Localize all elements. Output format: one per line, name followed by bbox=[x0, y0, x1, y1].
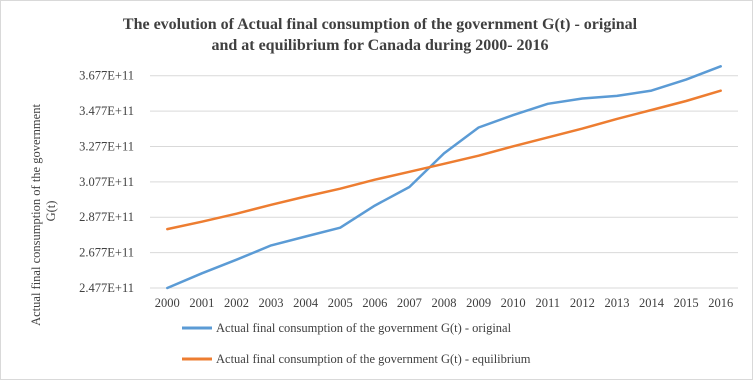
x-tick-label: 2010 bbox=[501, 296, 526, 310]
x-tick-label: 2012 bbox=[570, 296, 595, 310]
x-tick-label: 2000 bbox=[155, 296, 180, 310]
y-axis-ticks: 2.477E+11 2.677E+11 2.877E+11 3.077E+11 3.27… bbox=[79, 69, 134, 295]
y-axis-label-line-2: G(t) bbox=[44, 201, 58, 222]
gridlines bbox=[150, 75, 738, 289]
x-tick-label: 2008 bbox=[432, 296, 457, 310]
x-tick-label: 2009 bbox=[466, 296, 491, 310]
x-axis-ticks: 2000 2001 2002 2003 2004 2005 2006 2007 2008 2009… bbox=[155, 296, 733, 310]
legend: Actual final consumption of the governme… bbox=[182, 321, 531, 366]
y-tick-label: 3.677E+11 bbox=[79, 69, 134, 83]
series-lines bbox=[166, 65, 722, 290]
x-tick-label: 2016 bbox=[708, 296, 733, 310]
y-tick-label: 2.877E+11 bbox=[79, 210, 134, 224]
x-tick-label: 2005 bbox=[328, 296, 353, 310]
legend-label-equilibrium: Actual final consumption of the governme… bbox=[216, 352, 531, 366]
y-tick-label: 3.477E+11 bbox=[79, 104, 134, 118]
x-tick-label: 2004 bbox=[293, 296, 319, 310]
legend-label-original: Actual final consumption of the governme… bbox=[216, 321, 512, 335]
x-tick-label: 2014 bbox=[639, 296, 665, 310]
y-axis-label-line-1: Actual final consumption of the governme… bbox=[29, 104, 43, 326]
chart-title-line-1: The evolution of Actual final consumptio… bbox=[122, 16, 638, 33]
y-tick-label: 2.477E+11 bbox=[79, 281, 134, 295]
x-tick-label: 2001 bbox=[189, 296, 214, 310]
x-tick-label: 2015 bbox=[674, 296, 699, 310]
y-tick-label: 3.277E+11 bbox=[79, 139, 134, 153]
x-tick-label: 2013 bbox=[604, 296, 629, 310]
series-line-equilibrium bbox=[166, 89, 722, 231]
x-tick-label: 2007 bbox=[397, 296, 422, 310]
y-tick-label: 2.677E+11 bbox=[79, 246, 134, 260]
x-tick-label: 2006 bbox=[362, 296, 387, 310]
x-tick-label: 2002 bbox=[224, 296, 249, 310]
y-tick-label: 3.077E+11 bbox=[79, 175, 134, 189]
chart-title-line-2: and at equilibrium for Canada during 200… bbox=[211, 37, 549, 54]
series-line-original bbox=[166, 65, 722, 290]
x-tick-label: 2011 bbox=[535, 296, 560, 310]
chart-title: The evolution of Actual final consumptio… bbox=[40, 14, 720, 56]
x-tick-label: 2003 bbox=[259, 296, 284, 310]
